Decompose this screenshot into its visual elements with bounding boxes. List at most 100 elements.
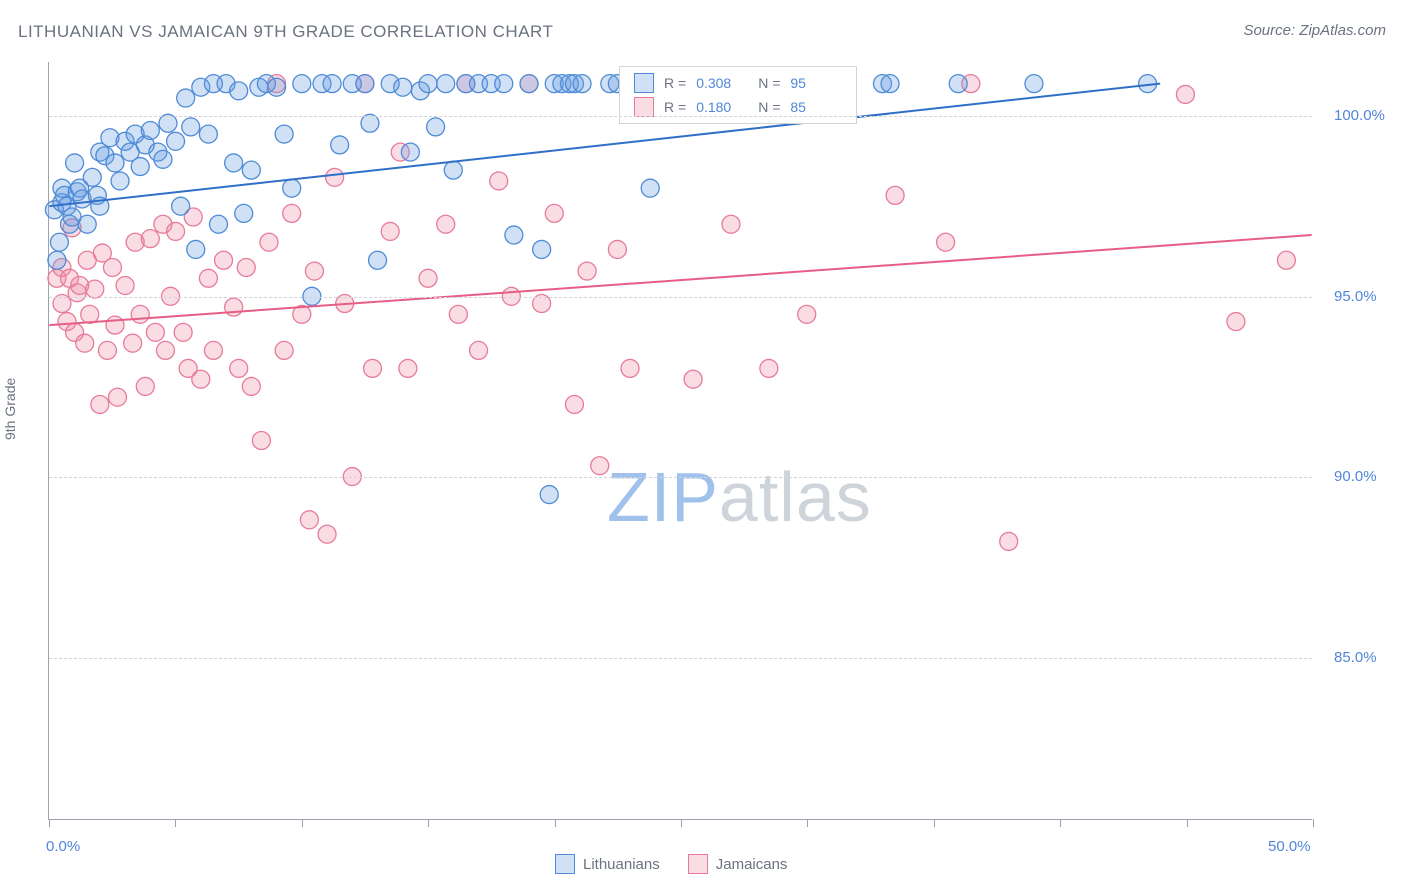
x-tick [1313, 819, 1314, 827]
legend-n-label: N = [758, 99, 780, 115]
scatter-point [268, 78, 286, 96]
scatter-point [621, 359, 639, 377]
scatter-point [798, 305, 816, 323]
gridline-h [49, 658, 1312, 659]
scatter-point [881, 75, 899, 93]
legend-r-value: 0.308 [696, 75, 748, 91]
scatter-point [98, 341, 116, 359]
y-tick-label: 85.0% [1334, 649, 1377, 666]
scatter-point [419, 75, 437, 93]
scatter-point [81, 305, 99, 323]
scatter-point [91, 395, 109, 413]
regression-line [49, 235, 1311, 325]
x-tick [49, 819, 50, 827]
scatter-point [66, 154, 84, 172]
legend-n-value: 85 [790, 99, 842, 115]
scatter-point [86, 280, 104, 298]
series-legend: LithuaniansJamaicans [555, 854, 787, 874]
scatter-point [111, 172, 129, 190]
scatter-point [381, 222, 399, 240]
scatter-point [565, 395, 583, 413]
scatter-point [937, 233, 955, 251]
y-axis-label: 9th Grade [2, 378, 18, 440]
chart-svg [49, 62, 1312, 819]
scatter-point [399, 359, 417, 377]
scatter-point [116, 277, 134, 295]
scatter-point [305, 262, 323, 280]
scatter-point [364, 359, 382, 377]
scatter-point [154, 150, 172, 168]
scatter-point [427, 118, 445, 136]
scatter-point [167, 222, 185, 240]
scatter-point [578, 262, 596, 280]
scatter-point [167, 132, 185, 150]
scatter-point [141, 230, 159, 248]
gridline-h [49, 297, 1312, 298]
scatter-point [156, 341, 174, 359]
scatter-point [106, 154, 124, 172]
regression-line [49, 84, 1160, 207]
scatter-point [103, 258, 121, 276]
x-tick [175, 819, 176, 827]
scatter-point [323, 75, 341, 93]
x-tick [1187, 819, 1188, 827]
scatter-point [177, 89, 195, 107]
scatter-point [275, 341, 293, 359]
scatter-point [641, 179, 659, 197]
scatter-point [242, 161, 260, 179]
scatter-point [394, 78, 412, 96]
gridline-h [49, 477, 1312, 478]
scatter-point [573, 75, 591, 93]
scatter-point [199, 125, 217, 143]
x-tick [428, 819, 429, 827]
scatter-point [1025, 75, 1043, 93]
scatter-point [533, 240, 551, 258]
scatter-point [369, 251, 387, 269]
x-tick [934, 819, 935, 827]
scatter-point [608, 240, 626, 258]
scatter-point [106, 316, 124, 334]
scatter-point [331, 136, 349, 154]
scatter-point [48, 251, 66, 269]
scatter-point [260, 233, 278, 251]
scatter-point [230, 359, 248, 377]
x-tick [1060, 819, 1061, 827]
scatter-point [1227, 313, 1245, 331]
scatter-point [419, 269, 437, 287]
scatter-point [124, 334, 142, 352]
scatter-point [204, 341, 222, 359]
scatter-point [886, 186, 904, 204]
scatter-point [78, 215, 96, 233]
legend-n-label: N = [758, 75, 780, 91]
chart-title: LITHUANIAN VS JAMAICAN 9TH GRADE CORRELA… [18, 22, 553, 42]
legend-series-name: Jamaicans [716, 856, 788, 873]
scatter-point [283, 204, 301, 222]
legend-swatch [634, 73, 654, 93]
y-tick-label: 95.0% [1334, 288, 1377, 305]
scatter-point [192, 370, 210, 388]
scatter-point [275, 125, 293, 143]
scatter-point [722, 215, 740, 233]
scatter-point [401, 143, 419, 161]
scatter-point [437, 215, 455, 233]
scatter-point [131, 305, 149, 323]
scatter-point [326, 168, 344, 186]
x-tick [807, 819, 808, 827]
x-tick-label: 0.0% [46, 838, 80, 855]
scatter-point [252, 432, 270, 450]
scatter-point [318, 525, 336, 543]
scatter-point [182, 118, 200, 136]
scatter-point [235, 204, 253, 222]
legend-r-value: 0.180 [696, 99, 748, 115]
scatter-point [146, 323, 164, 341]
y-tick-label: 90.0% [1334, 468, 1377, 485]
scatter-point [242, 377, 260, 395]
scatter-point [187, 240, 205, 258]
scatter-point [136, 377, 154, 395]
scatter-point [131, 158, 149, 176]
gridline-h [49, 116, 1312, 117]
scatter-point [83, 168, 101, 186]
legend-n-value: 95 [790, 75, 842, 91]
scatter-point [293, 75, 311, 93]
legend-swatch [634, 97, 654, 117]
